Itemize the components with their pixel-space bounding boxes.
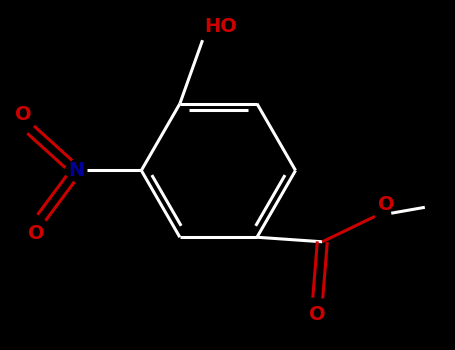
Text: O: O xyxy=(28,224,45,243)
Text: HO: HO xyxy=(204,17,237,36)
Text: O: O xyxy=(309,305,326,324)
Text: O: O xyxy=(15,105,32,124)
Text: N: N xyxy=(68,161,84,180)
Text: O: O xyxy=(378,195,394,214)
